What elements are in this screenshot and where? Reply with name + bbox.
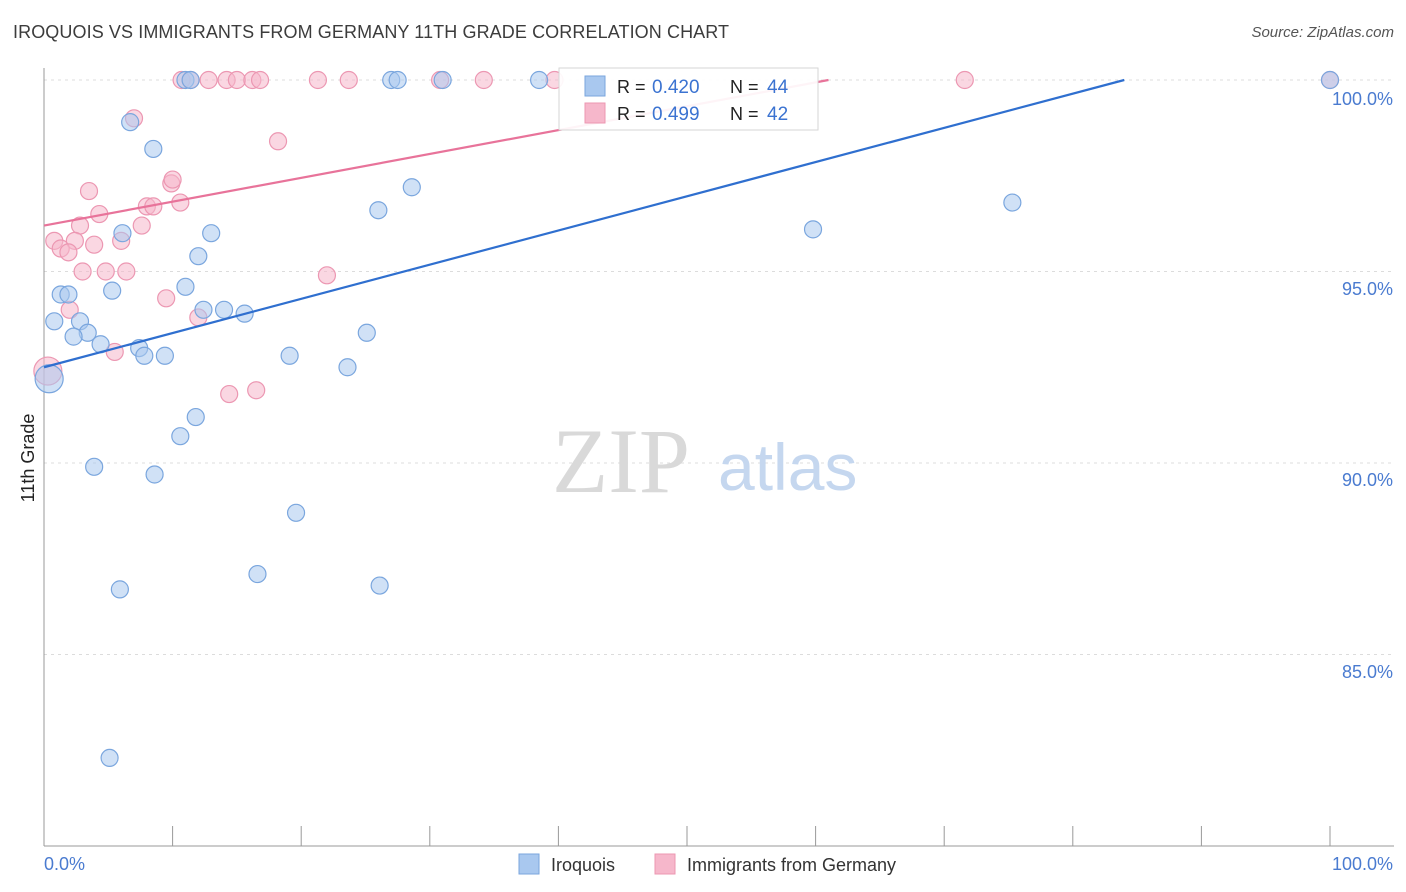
iroquois-point — [369, 201, 388, 220]
iroquois-point — [145, 465, 164, 484]
iroquois-point — [121, 113, 140, 132]
germany-point — [317, 266, 337, 285]
iroquois-point — [135, 346, 154, 365]
x-tick-label-0: 0.0% — [44, 854, 85, 874]
iroquois-point — [803, 220, 823, 239]
germany-point — [227, 70, 246, 90]
germany-point — [85, 235, 104, 254]
germany-point — [308, 70, 328, 90]
iroquois-point — [176, 277, 195, 296]
germany-point — [96, 262, 115, 281]
y-tick-label-90: 90.0% — [1342, 470, 1393, 490]
iroquois-point — [189, 247, 208, 266]
iroquois-point — [1003, 193, 1022, 212]
series-legend: Iroquois Immigrants from Germany — [518, 853, 896, 875]
legend-swatch-germany — [584, 102, 606, 124]
germany-point — [117, 262, 136, 281]
iroquois-point — [1320, 70, 1340, 90]
legend-n-value-iroquois: 44 — [767, 77, 789, 98]
iroquois-point — [370, 576, 389, 595]
gridlines — [44, 79, 1394, 655]
series-iroquois-points — [34, 70, 1340, 768]
germany-point — [268, 132, 288, 151]
source-label: Source: ZipAtlas.com — [1251, 24, 1394, 41]
iroquois-point — [202, 224, 221, 243]
iroquois-point — [34, 364, 64, 394]
iroquois-point — [286, 503, 306, 522]
bottom-legend-label-germany: Immigrants from Germany — [687, 855, 896, 875]
legend-r-value-germany: 0.499 — [652, 104, 700, 125]
iroquois-point — [357, 323, 376, 342]
watermark: ZIP atlas — [552, 410, 857, 512]
iroquois-point — [110, 580, 129, 599]
iroquois-point — [402, 178, 421, 197]
legend-swatch-iroquois — [584, 75, 606, 97]
iroquois-point — [194, 300, 213, 319]
iroquois-point — [338, 358, 357, 377]
legend-n-label-iroquois: N = — [730, 77, 759, 97]
legend-r-value-iroquois: 0.420 — [652, 77, 700, 98]
bottom-legend-swatch-iroquois — [518, 853, 540, 875]
x-tick-label-100: 100.0% — [1332, 854, 1393, 874]
chart-title: IROQUOIS VS IMMIGRANTS FROM GERMANY 11TH… — [13, 22, 730, 42]
iroquois-point — [433, 70, 452, 90]
germany-point — [955, 70, 974, 90]
watermark-zip: ZIP — [552, 410, 690, 512]
germany-point — [199, 70, 218, 90]
germany-point — [163, 170, 182, 189]
iroquois-point — [144, 139, 163, 159]
germany-point — [73, 262, 92, 281]
y-tick-label-95: 95.0% — [1342, 279, 1393, 299]
iroquois-point — [103, 281, 122, 300]
stats-legend: R = 0.420 N = 44 R = 0.499 N = 42 — [558, 67, 819, 131]
iroquois-point — [186, 407, 205, 427]
iroquois-point — [214, 300, 234, 319]
legend-r-label-iroquois: R = — [617, 77, 646, 97]
iroquois-point — [280, 346, 299, 365]
iroquois-point — [388, 70, 407, 90]
bottom-legend-label-iroquois: Iroquois — [551, 855, 615, 875]
legend-n-value-germany: 42 — [767, 104, 788, 125]
iroquois-point — [100, 748, 119, 768]
iroquois-point — [171, 427, 190, 446]
germany-point — [171, 193, 190, 212]
germany-point — [220, 384, 239, 404]
bottom-legend-swatch-germany — [654, 853, 676, 875]
iroquois-point — [59, 285, 78, 304]
germany-point — [157, 289, 176, 308]
legend-n-label-germany: N = — [730, 104, 759, 124]
iroquois-point — [64, 327, 83, 346]
iroquois-point — [45, 312, 64, 331]
watermark-atlas: atlas — [718, 430, 857, 504]
germany-point — [250, 70, 270, 90]
iroquois-point — [155, 346, 174, 365]
legend-r-label-germany: R = — [617, 104, 646, 124]
germany-point — [247, 381, 266, 400]
germany-point — [474, 70, 493, 90]
germany-point — [79, 181, 99, 201]
y-tick-labels: 100.0% 95.0% 90.0% 85.0% — [1332, 89, 1393, 682]
germany-point — [339, 70, 358, 90]
iroquois-trend-line — [43, 78, 1125, 369]
iroquois-point — [85, 457, 104, 476]
y-tick-label-100: 100.0% — [1332, 89, 1393, 109]
germany-point — [132, 216, 151, 235]
iroquois-point — [181, 70, 200, 90]
iroquois-point — [248, 564, 267, 584]
y-axis-label: 11th Grade — [18, 414, 38, 503]
y-tick-label-85: 85.0% — [1342, 662, 1393, 682]
iroquois-point — [530, 70, 549, 90]
iroquois-point — [113, 224, 132, 243]
germany-point — [59, 243, 78, 262]
x-tick-marks — [43, 826, 1331, 846]
